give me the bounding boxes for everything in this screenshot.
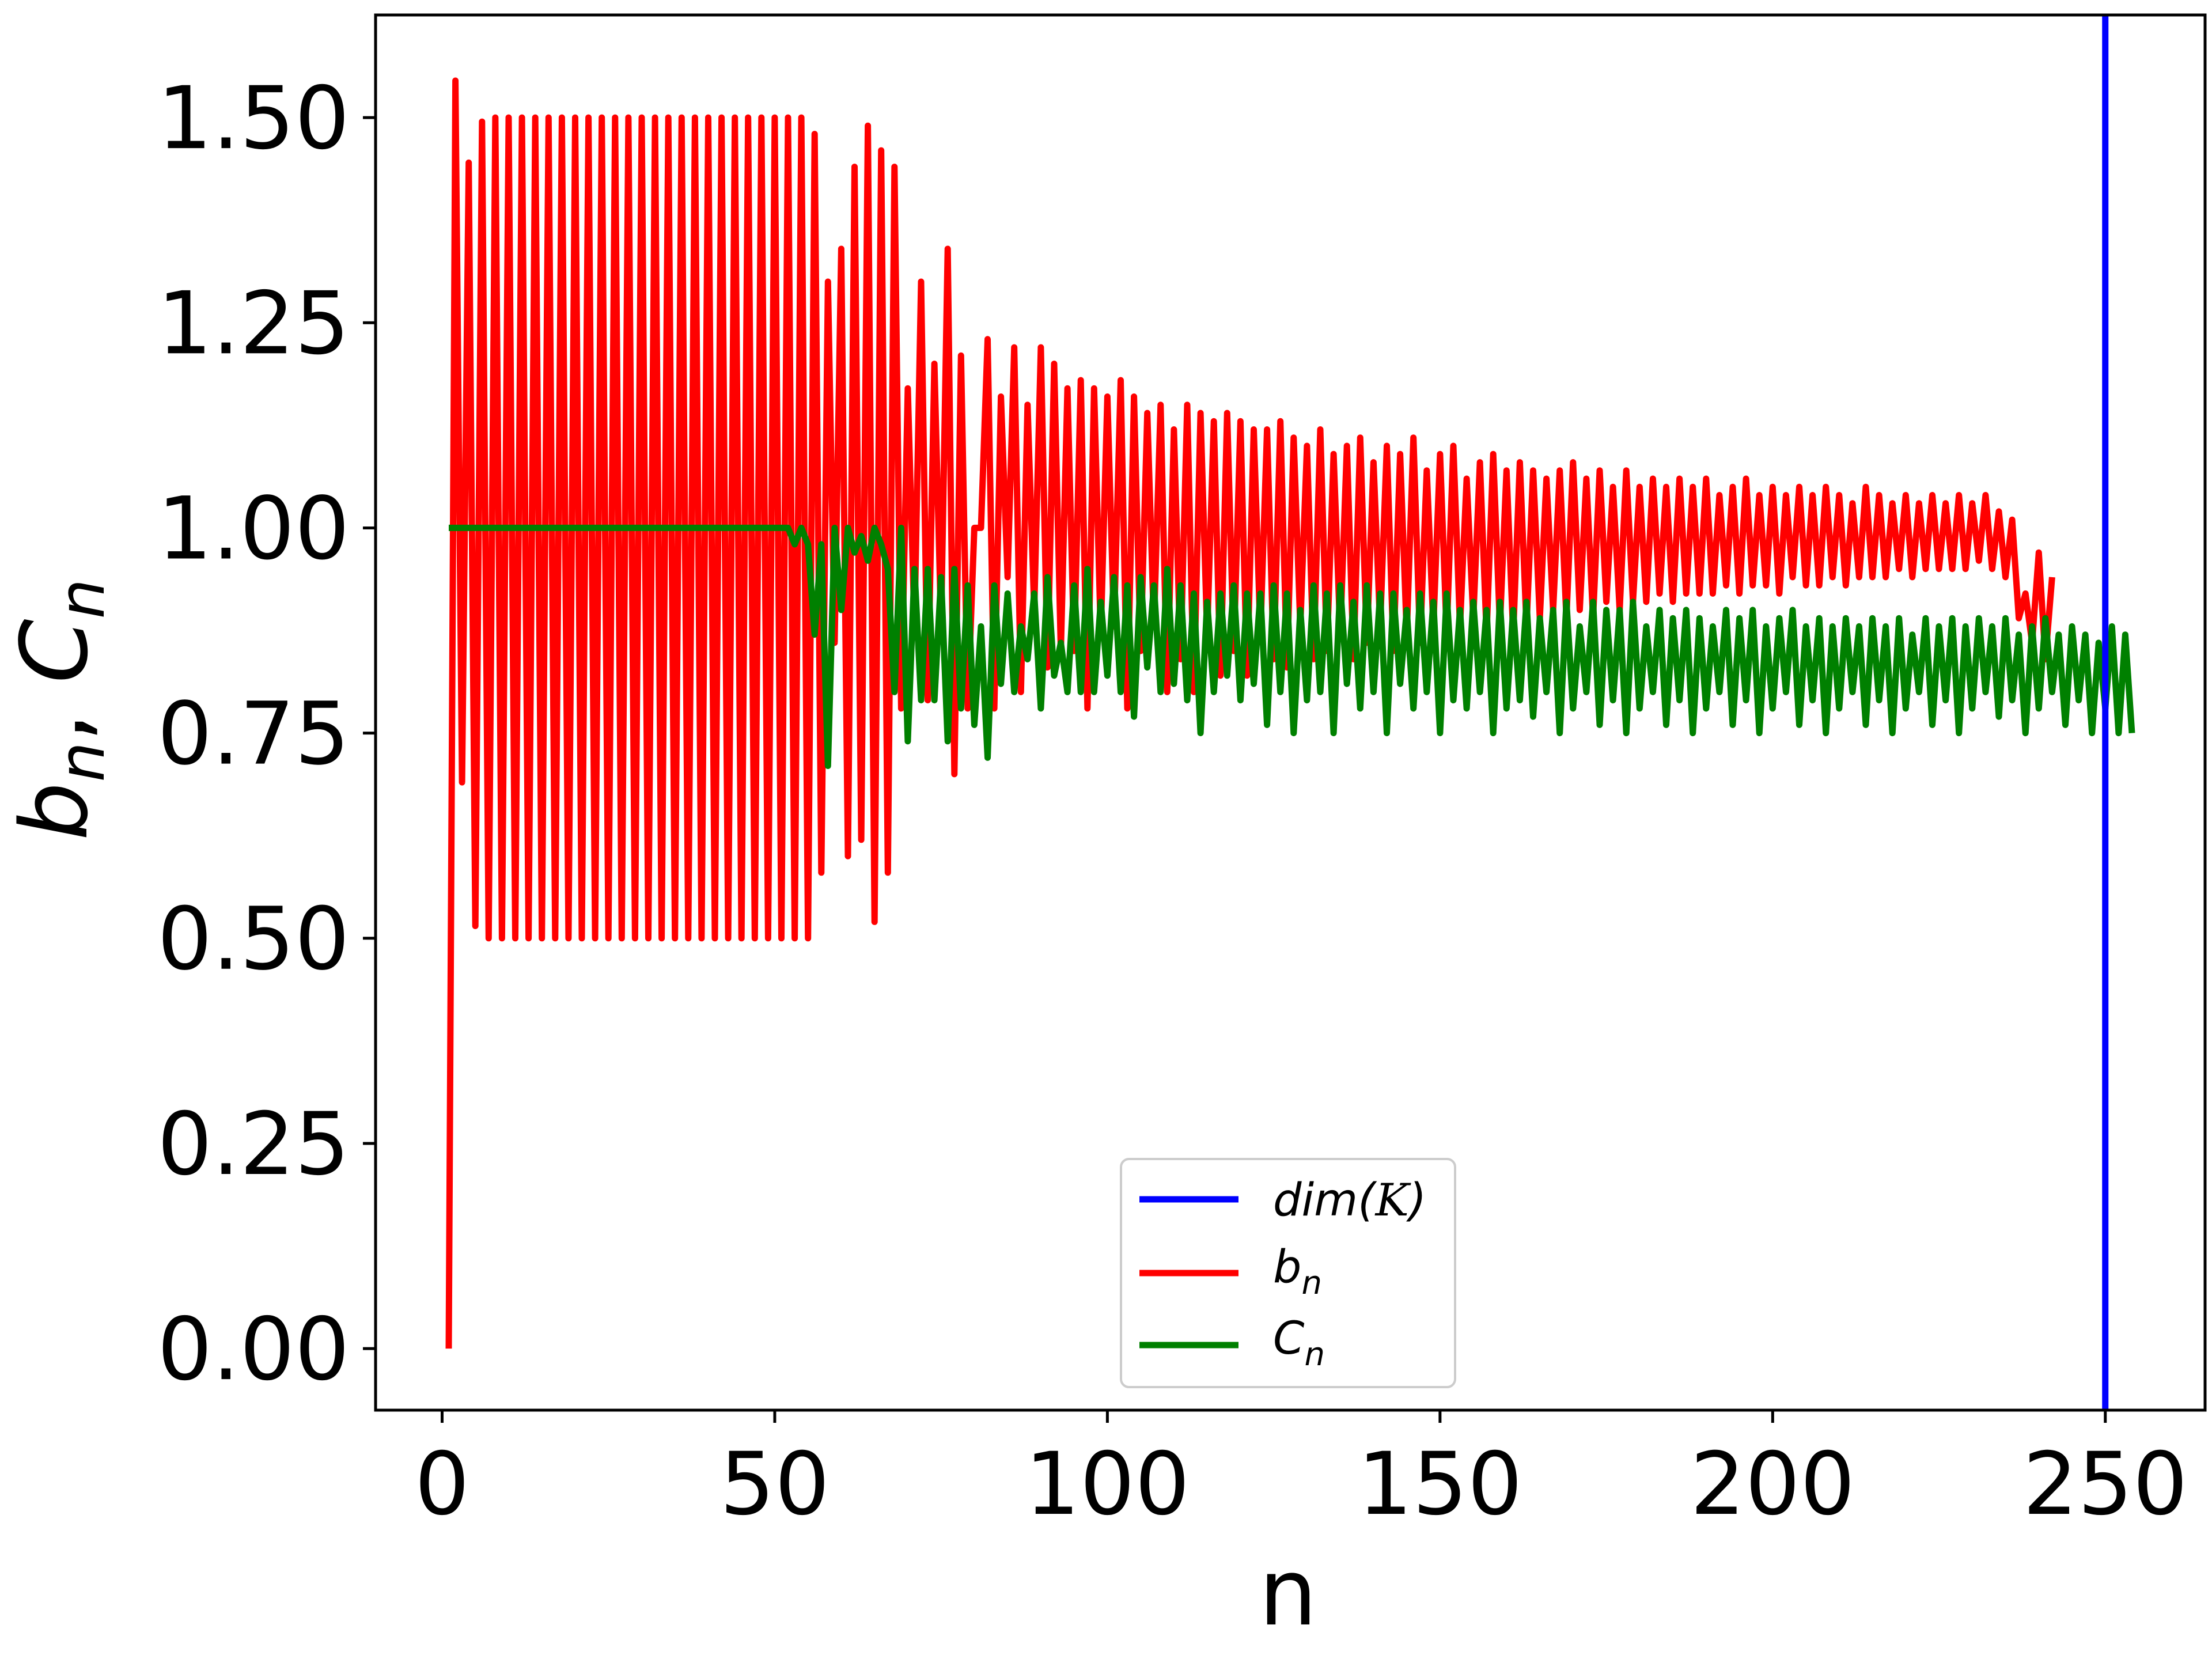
series-line-c-n — [449, 524, 2135, 770]
y-tick-label: 1.50 — [157, 69, 350, 169]
series-line-b-n — [445, 77, 2055, 1349]
legend: dim(K) bn Cn — [1120, 1158, 1456, 1388]
legend-label-b-n: bn — [1273, 1241, 1322, 1302]
y-label-b: b — [1, 782, 108, 841]
x-tick-label: 200 — [1690, 1434, 1855, 1535]
series-layer — [445, 77, 2135, 1349]
y-tick-label: 0.50 — [157, 889, 350, 990]
legend-box — [1120, 1158, 1456, 1388]
y-tick-label: 1.00 — [157, 479, 350, 579]
axes-frame — [374, 13, 2207, 1412]
y-label-c: C — [1, 619, 108, 683]
y-tick-label: 1.25 — [157, 274, 350, 374]
x-axis-label: n — [1259, 1539, 1317, 1646]
y-tick-label: 0.25 — [157, 1094, 350, 1195]
x-tick-label: 150 — [1358, 1434, 1522, 1535]
y-label-b-subscript: n — [45, 742, 119, 782]
legend-label-dim-k: dim(K) — [1273, 1175, 1426, 1226]
y-axis-label: bn, Cn — [1, 579, 119, 840]
y-axis-ticks: 0.00 0.25 0.50 0.75 1.00 1.25 1.50 — [157, 69, 376, 1400]
x-tick-label: 0 — [415, 1434, 469, 1535]
y-tick-label: 0.00 — [157, 1300, 350, 1400]
y-tick-label: 0.75 — [157, 684, 350, 785]
y-label-c-subscript: n — [45, 579, 119, 619]
legend-label-c-n: Cn — [1273, 1313, 1325, 1373]
x-tick-label: 100 — [1025, 1434, 1190, 1535]
x-axis-ticks: 0 50 100 150 200 250 — [415, 1410, 2188, 1535]
x-tick-label: 50 — [720, 1434, 830, 1535]
y-label-separator: , — [1, 683, 108, 742]
x-tick-label: 250 — [2023, 1434, 2188, 1535]
